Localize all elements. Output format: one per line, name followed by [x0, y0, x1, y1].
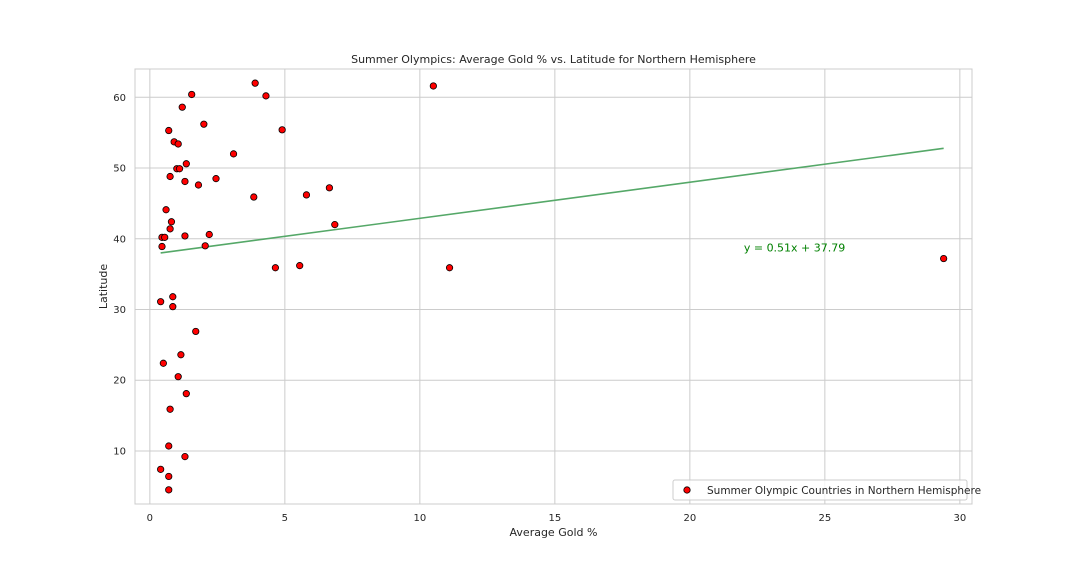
scatter-point	[165, 486, 173, 494]
scatter-point	[182, 390, 190, 398]
scatter-point	[159, 359, 167, 367]
scatter-point	[262, 92, 270, 100]
regression-line	[160, 147, 944, 254]
scatter-point	[165, 472, 173, 481]
scatter-point	[940, 254, 948, 263]
scatter-point	[166, 405, 174, 413]
x-tick-label: 10	[413, 513, 426, 524]
x-tick-label: 20	[683, 513, 696, 524]
scatter-point	[194, 181, 203, 189]
scatter-point	[251, 79, 259, 87]
scatter-point	[181, 177, 189, 186]
grid	[135, 69, 972, 504]
scatter-point	[157, 465, 165, 473]
scatter-point	[169, 303, 177, 311]
scatter-point	[250, 193, 258, 201]
scatter-point	[205, 230, 213, 239]
scatter-point	[212, 175, 220, 183]
x-tick-label: 5	[282, 513, 288, 524]
scatter-point	[278, 126, 286, 134]
scatter-points	[157, 79, 948, 494]
scatter-point	[177, 351, 185, 359]
scatter-point	[162, 206, 170, 214]
scatter-point	[325, 184, 333, 192]
y-tick-label: 60	[113, 93, 126, 104]
scatter-point	[296, 262, 304, 270]
x-tick-label: 30	[953, 513, 966, 524]
scatter-point	[166, 172, 174, 181]
y-tick-label: 10	[113, 446, 126, 457]
scatter-point	[167, 218, 176, 226]
x-tick-label: 25	[818, 513, 831, 524]
regression-line-group	[160, 147, 944, 254]
scatter-point	[201, 242, 209, 250]
scatter-point	[175, 165, 184, 173]
scatter-point	[181, 232, 189, 240]
y-tick-label: 30	[113, 305, 126, 316]
scatter-point	[169, 293, 177, 301]
scatter-point	[331, 221, 339, 229]
scatter-point	[158, 242, 166, 251]
scatter-point	[188, 90, 196, 99]
scatter-point	[229, 150, 238, 158]
regression-equation-label: y = 0.51x + 37.79	[744, 241, 845, 254]
scatter-point	[182, 160, 190, 168]
scatter-point	[165, 442, 173, 450]
y-tick-label: 50	[113, 164, 126, 175]
scatter-point	[157, 298, 165, 306]
scatter-point	[200, 120, 208, 128]
scatter-point	[165, 126, 173, 135]
chart-title: Summer Olympics: Average Gold % vs. Lati…	[351, 53, 756, 66]
y-axis-ticks: 10 20 30 40 50 60	[113, 93, 126, 458]
scatter-point	[161, 233, 169, 241]
x-tick-label: 15	[548, 513, 561, 524]
scatter-point	[192, 327, 200, 336]
scatter-point	[174, 140, 182, 148]
x-axis-ticks: 0 5 10 15 20 25 30	[147, 513, 967, 524]
scatter-point	[429, 82, 437, 90]
legend-entry-countries: Summer Olympic Countries in Northern Hem…	[707, 485, 981, 497]
scatter-point	[178, 103, 186, 111]
scatter-point	[302, 191, 311, 199]
plot-frame	[134, 68, 973, 505]
scatter-point	[445, 264, 454, 272]
y-tick-label: 20	[113, 376, 126, 387]
x-tick-label: 0	[147, 513, 153, 524]
scatter-point	[271, 264, 279, 272]
scatter-point	[181, 453, 189, 461]
y-tick-label: 40	[113, 234, 126, 245]
legend-box	[672, 479, 968, 501]
legend: Summer Olympic Countries in Northern Hem…	[672, 479, 981, 501]
scatter-point	[174, 373, 182, 381]
y-axis-label: Latitude	[97, 264, 110, 310]
legend-marker	[683, 486, 691, 494]
scatter-point	[166, 225, 174, 233]
x-axis-label: Average Gold %	[510, 526, 598, 539]
